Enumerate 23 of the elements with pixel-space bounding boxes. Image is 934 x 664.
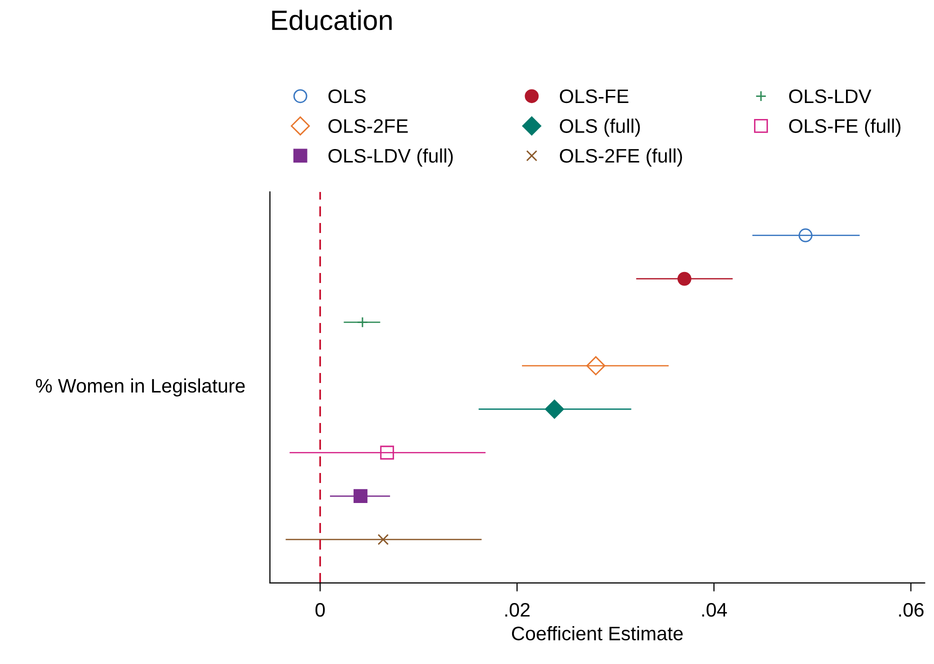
x-axis-title: Coefficient Estimate — [512, 626, 683, 640]
y-axis-title: % Women in Legislature — [36, 378, 245, 397]
legend-label: OLS-2FE (full) — [560, 148, 682, 167]
point — [380, 446, 394, 460]
legend-label: OLS — [328, 89, 366, 104]
legend-label: OLS (full) — [560, 118, 640, 137]
point — [544, 400, 564, 419]
legend-label: OLS-FE — [560, 89, 628, 104]
point — [356, 316, 368, 328]
point — [677, 272, 692, 286]
legend-label: OLS-LDV — [789, 89, 872, 104]
x-tick-label: 0 — [315, 602, 325, 617]
point — [354, 489, 368, 504]
legend-label: OLS-FE (full) — [789, 118, 900, 137]
x-tick-label: .04 — [702, 602, 727, 617]
point — [798, 228, 812, 242]
point — [586, 356, 606, 376]
point — [378, 534, 389, 546]
chart-title: Education — [272, 10, 392, 30]
x-tick-label: .06 — [899, 602, 924, 617]
x-tick-label: .02 — [505, 602, 530, 617]
legend-label: OLS-2FE — [328, 119, 408, 133]
legend-label: OLS-LDV (full) — [328, 148, 453, 167]
